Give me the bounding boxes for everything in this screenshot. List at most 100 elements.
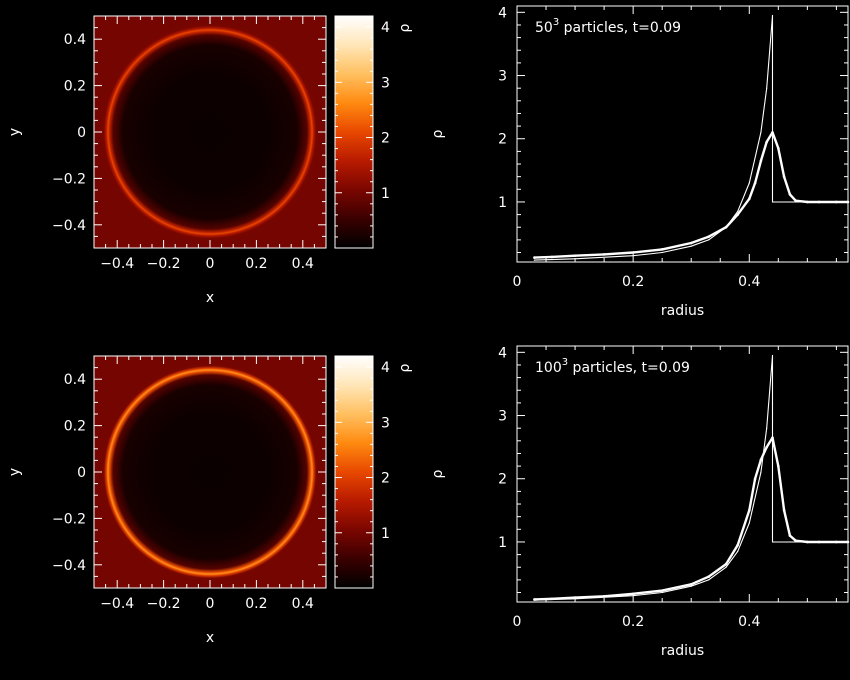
- y-tick-label: 3: [498, 69, 507, 85]
- particle-point: [765, 140, 769, 144]
- analytic-point: [771, 201, 774, 203]
- x-tick-label: −0.4: [100, 256, 134, 272]
- analytic-point: [806, 201, 808, 203]
- particle-point: [631, 251, 635, 254]
- y-tick-label: −0.2: [52, 171, 86, 187]
- analytic-point: [737, 550, 739, 553]
- analytic-point: [789, 201, 791, 203]
- x-tick-label: 0: [206, 256, 215, 272]
- colorbar-tick-label: 4: [381, 20, 390, 36]
- analytic-point: [760, 471, 762, 474]
- colorbar-label: ρ: [397, 23, 413, 32]
- x-tick-label: 0.4: [292, 256, 314, 272]
- colorbar-tick-label: 3: [381, 415, 390, 431]
- analytic-point: [771, 541, 774, 543]
- y-tick-label: −0.4: [52, 218, 86, 234]
- analytic-point: [806, 541, 808, 543]
- annotation-text: particles, t=0.09: [568, 360, 690, 376]
- y-tick-label: 4: [498, 345, 507, 361]
- analytic-point: [632, 595, 634, 597]
- annotation-superscript: 3: [562, 357, 568, 368]
- annotation-base: 100: [535, 360, 562, 376]
- analytic-point: [708, 579, 710, 581]
- particle-point: [788, 534, 792, 537]
- y-tick-label: 0.4: [64, 32, 86, 48]
- analytic-point: [632, 255, 634, 257]
- particle-point: [707, 575, 710, 579]
- particle-point: [660, 248, 664, 251]
- y-tick-label: 0: [77, 125, 86, 141]
- particle-point: [794, 199, 798, 202]
- analytic-point: [760, 131, 762, 134]
- analytic-point: [847, 201, 849, 203]
- particle-point: [724, 562, 728, 566]
- particle-point: [753, 477, 757, 481]
- density-image: [94, 356, 326, 588]
- annotation: 1003 particles, t=0.09: [535, 357, 690, 376]
- colorbar: [334, 355, 374, 589]
- analytic-point: [847, 541, 849, 543]
- x-tick-label: −0.2: [147, 256, 181, 272]
- y-axis-label: ρ: [430, 469, 446, 478]
- analytic-point: [708, 239, 710, 241]
- particle-point: [753, 181, 757, 185]
- colorbar-label: ρ: [397, 363, 413, 372]
- particle-point: [736, 213, 739, 216]
- y-axis-label: y: [7, 128, 23, 136]
- y-tick-label: 2: [498, 472, 507, 488]
- particle-point: [759, 458, 763, 462]
- analytic-point: [789, 541, 791, 543]
- particle-point: [794, 539, 798, 542]
- particle-density-series: [534, 436, 848, 601]
- x-tick-label: −0.4: [100, 596, 134, 612]
- analytic-solution-series: [534, 354, 848, 601]
- analytic-point: [748, 182, 750, 184]
- analytic-point: [574, 598, 576, 600]
- x-tick-label: 0: [513, 274, 522, 290]
- density-map-panel-0: −0.4 −0.2 0 0.2 0.4 −0.4 −0.2 0 0.2 0.4 x y 1 2 3 4 ρ: [7, 15, 413, 306]
- analytic-point: [725, 566, 727, 568]
- particle-point: [602, 253, 606, 256]
- analytic-solution-series: [534, 14, 848, 261]
- y-axis-label: y: [7, 468, 23, 476]
- y-tick-label: 0.2: [64, 419, 86, 435]
- x-tick-label: 0: [206, 596, 215, 612]
- particle-point: [782, 175, 786, 178]
- y-tick-label: 1: [498, 195, 507, 211]
- x-tick-label: 0.2: [622, 274, 644, 290]
- plot-frame: [516, 345, 849, 603]
- x-tick-label: 0.4: [292, 596, 314, 612]
- analytic-point: [690, 585, 692, 587]
- x-axis-label: x: [206, 630, 214, 646]
- y-tick-label: 2: [498, 132, 507, 148]
- particle-point: [777, 146, 780, 150]
- x-tick-label: 0.2: [245, 596, 267, 612]
- annotation: 503 particles, t=0.09: [535, 17, 681, 36]
- annotation-base: 50: [535, 20, 553, 36]
- x-axis-label: x: [206, 290, 214, 306]
- y-tick-label: 3: [498, 409, 507, 425]
- y-tick-label: 0.2: [64, 79, 86, 95]
- analytic-point: [771, 354, 774, 357]
- y-tick-label: 1: [498, 535, 507, 551]
- particle-point: [689, 241, 693, 245]
- analytic-point: [748, 522, 750, 524]
- particle-point: [747, 197, 751, 201]
- analytic-point: [737, 210, 739, 213]
- y-tick-label: −0.2: [52, 511, 86, 527]
- particle-density-series: [534, 131, 848, 259]
- x-tick-label: 0.2: [245, 256, 267, 272]
- analytic-point: [533, 259, 536, 261]
- annotation-text: particles, t=0.09: [559, 20, 681, 36]
- y-tick-label: 0: [77, 465, 86, 481]
- analytic-point: [766, 427, 768, 429]
- colorbar-tick-label: 4: [381, 360, 390, 376]
- annotation-superscript: 3: [553, 17, 559, 28]
- particle-point: [707, 235, 710, 239]
- colorbar-tick-label: 2: [381, 131, 390, 147]
- particle-point: [747, 509, 751, 512]
- x-tick-label: 0: [513, 614, 522, 630]
- x-tick-label: 0.4: [738, 614, 760, 630]
